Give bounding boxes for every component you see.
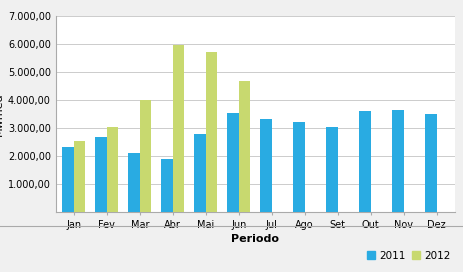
Bar <box>95 137 106 212</box>
Bar <box>74 141 85 212</box>
Bar <box>128 153 139 212</box>
Bar <box>260 119 271 212</box>
Legend: 2011, 2012: 2011, 2012 <box>363 248 453 264</box>
Bar <box>62 147 74 212</box>
X-axis label: Periodo: Periodo <box>231 234 279 244</box>
Y-axis label: Mwmed: Mwmed <box>0 92 4 136</box>
Bar <box>106 126 118 212</box>
Bar <box>293 122 304 212</box>
Bar <box>325 127 337 212</box>
Bar <box>205 52 217 212</box>
Bar <box>161 159 172 212</box>
Bar <box>227 113 238 212</box>
Bar <box>238 81 250 212</box>
Bar <box>424 114 436 212</box>
Bar <box>194 134 205 212</box>
Bar <box>358 111 370 212</box>
Bar <box>139 100 151 212</box>
Bar <box>391 110 403 212</box>
Bar <box>172 45 184 212</box>
